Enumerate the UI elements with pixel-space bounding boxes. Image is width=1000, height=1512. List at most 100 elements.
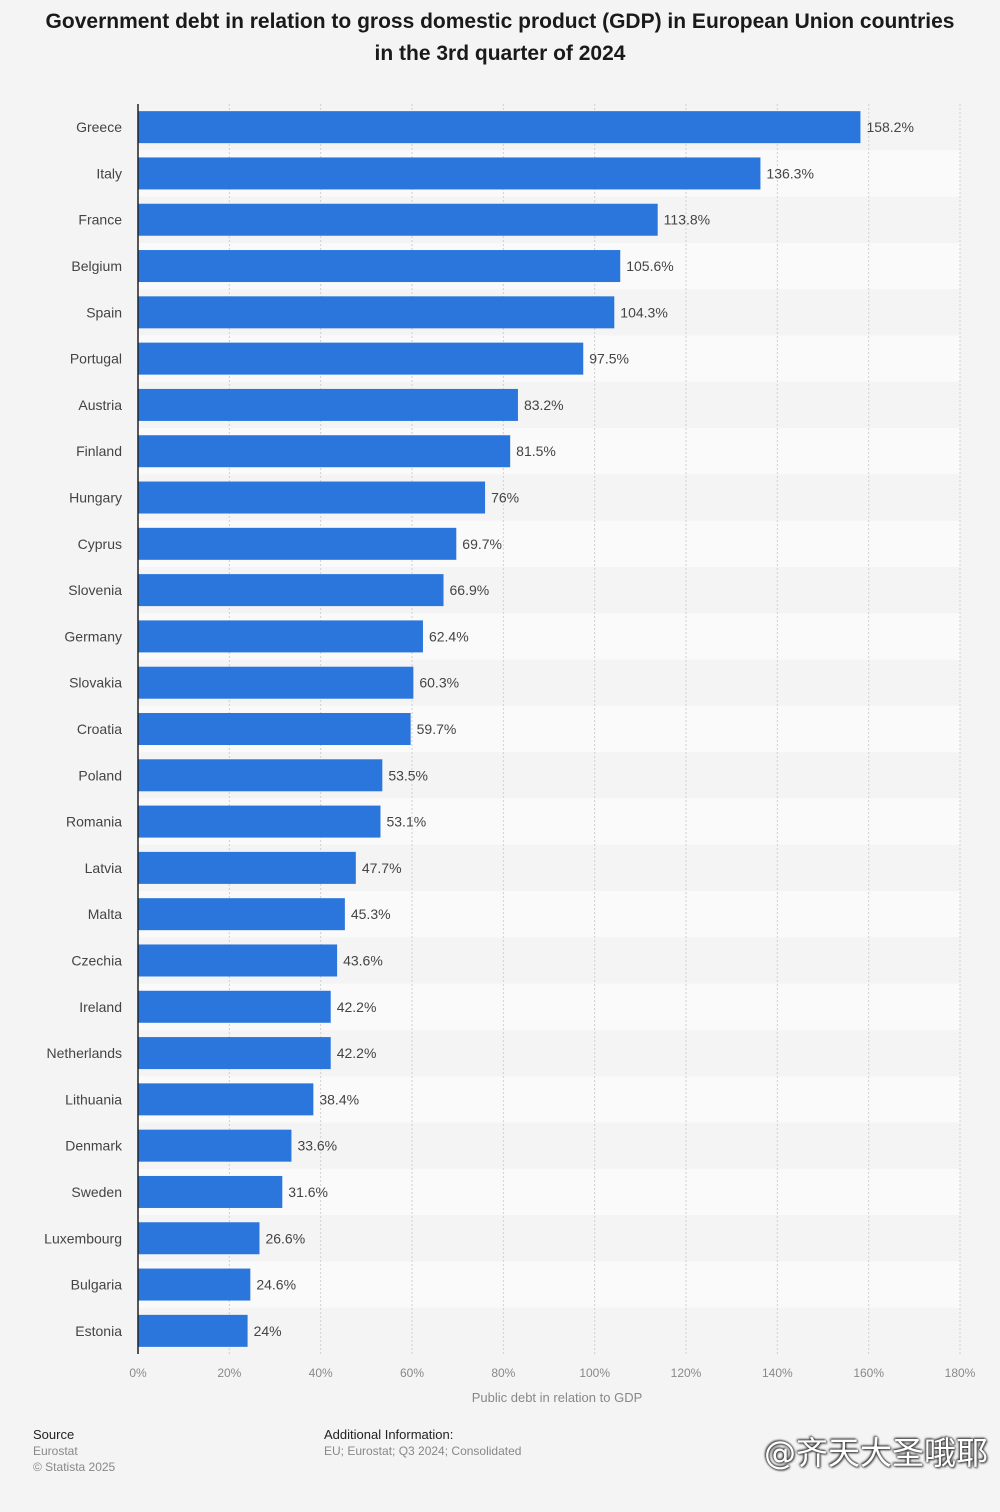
x-tick-label: 160% (853, 1366, 884, 1380)
value-label: 33.6% (297, 1138, 337, 1154)
value-label: 43.6% (343, 952, 383, 968)
value-label: 60.3% (419, 675, 459, 691)
bar (138, 898, 345, 931)
x-axis-title: Public debt in relation to GDP (472, 1390, 643, 1405)
source-line-1: Eurostat (33, 1444, 78, 1458)
bar (138, 1222, 260, 1255)
category-label: Lithuania (65, 1091, 122, 1107)
bar (138, 1037, 331, 1070)
bar (138, 851, 356, 884)
bar (138, 388, 518, 421)
category-label: Finland (76, 443, 122, 459)
value-label: 24.6% (256, 1277, 296, 1293)
bar (138, 111, 861, 144)
category-label: Portugal (70, 351, 122, 367)
x-tick-label: 60% (400, 1366, 424, 1380)
bar (138, 990, 331, 1023)
category-label: Czechia (71, 952, 122, 968)
source-heading: Source (33, 1427, 75, 1442)
category-label: Slovakia (69, 675, 122, 691)
category-label: Denmark (65, 1138, 123, 1154)
category-label: Luxembourg (44, 1230, 122, 1246)
bar (138, 250, 621, 283)
bar (138, 481, 486, 514)
category-label: Austria (78, 397, 122, 413)
row-band (138, 1261, 960, 1308)
value-label: 42.2% (337, 1045, 377, 1061)
bar (138, 805, 381, 838)
additional-info-block: Additional Information: EU; Eurostat; Q3… (324, 1427, 521, 1459)
value-label: 66.9% (450, 582, 490, 598)
bar (138, 1175, 283, 1208)
category-label: Estonia (75, 1323, 122, 1339)
category-label: Poland (78, 767, 122, 783)
value-label: 53.1% (386, 814, 426, 830)
bar (138, 1083, 314, 1116)
bar (138, 1314, 248, 1347)
bar (138, 296, 615, 329)
bar (138, 1268, 251, 1301)
additional-info-text: EU; Eurostat; Q3 2024; Consolidated (324, 1444, 522, 1458)
bar (138, 666, 414, 699)
chart-title: Government debt in relation to gross dom… (45, 10, 955, 65)
value-label: 104.3% (620, 304, 667, 320)
watermark-text: @齐天大圣哦耶 (763, 1434, 988, 1472)
value-label: 62.4% (429, 628, 469, 644)
x-tick-label: 0% (129, 1366, 147, 1380)
category-label: Spain (86, 304, 122, 320)
bar (138, 527, 457, 560)
value-label: 105.6% (626, 258, 673, 274)
value-label: 26.6% (265, 1230, 305, 1246)
x-tick-label: 120% (671, 1366, 702, 1380)
value-label: 47.7% (362, 860, 402, 876)
bar (138, 342, 584, 375)
category-label: Belgium (71, 258, 122, 274)
category-label: Slovenia (68, 582, 122, 598)
category-label: Malta (88, 906, 122, 922)
value-label: 76% (491, 490, 519, 506)
value-label: 113.8% (664, 212, 710, 228)
category-label: Romania (66, 814, 122, 830)
category-label: Bulgaria (71, 1277, 123, 1293)
bar (138, 944, 338, 977)
value-label: 97.5% (589, 351, 629, 367)
value-label: 59.7% (417, 721, 457, 737)
x-tick-label: 100% (579, 1366, 610, 1380)
value-label: 38.4% (319, 1091, 359, 1107)
bar (138, 1129, 292, 1162)
bar (138, 759, 383, 792)
category-label: Germany (64, 628, 122, 644)
value-label: 31.6% (288, 1184, 328, 1200)
value-label: 69.7% (462, 536, 502, 552)
category-label: Sweden (71, 1184, 122, 1200)
category-label: Latvia (85, 860, 123, 876)
value-label: 83.2% (524, 397, 564, 413)
bar (138, 435, 511, 468)
bar (138, 203, 658, 236)
value-label: 81.5% (516, 443, 556, 459)
source-line-2: © Statista 2025 (33, 1460, 116, 1474)
category-label: Italy (96, 165, 122, 181)
category-label: France (78, 212, 122, 228)
bar (138, 574, 444, 607)
category-label: Croatia (77, 721, 122, 737)
additional-info-heading: Additional Information: (324, 1427, 454, 1442)
category-label: Netherlands (47, 1045, 123, 1061)
x-tick-label: 40% (309, 1366, 333, 1380)
x-tick-label: 140% (762, 1366, 793, 1380)
value-label: 24% (254, 1323, 282, 1339)
source-block: Source Eurostat © Statista 2025 (33, 1427, 115, 1475)
bar (138, 157, 761, 190)
category-label: Ireland (79, 999, 122, 1015)
x-tick-label: 20% (217, 1366, 241, 1380)
value-label: 158.2% (866, 119, 913, 135)
category-label: Greece (76, 119, 122, 135)
value-label: 53.5% (388, 767, 428, 783)
x-tick-label: 80% (491, 1366, 515, 1380)
value-label: 136.3% (766, 165, 813, 181)
bar (138, 620, 423, 653)
value-label: 45.3% (351, 906, 391, 922)
x-tick-label: 180% (945, 1366, 976, 1380)
category-label: Cyprus (78, 536, 122, 552)
value-label: 42.2% (337, 999, 377, 1015)
